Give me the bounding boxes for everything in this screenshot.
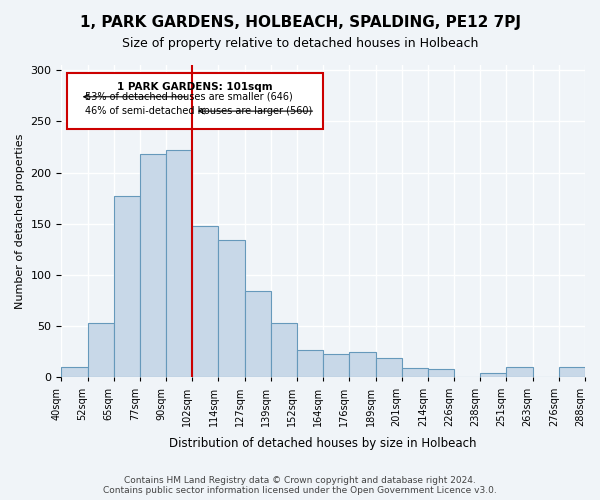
Text: 53% of detached houses are smaller (646): 53% of detached houses are smaller (646) [85,92,293,102]
Bar [349,352,376,378]
Bar [323,354,349,378]
Bar [140,154,166,378]
Bar [428,370,454,378]
X-axis label: Distribution of detached houses by size in Holbeach: Distribution of detached houses by size … [169,437,477,450]
Text: 1, PARK GARDENS, HOLBEACH, SPALDING, PE12 7PJ: 1, PARK GARDENS, HOLBEACH, SPALDING, PE1… [79,15,521,30]
Bar [376,358,402,378]
Bar [506,367,533,378]
Bar [297,350,323,378]
Text: 1 PARK GARDENS: 101sqm: 1 PARK GARDENS: 101sqm [117,82,273,92]
Text: 46% of semi-detached houses are larger (560): 46% of semi-detached houses are larger (… [85,106,312,116]
Y-axis label: Number of detached properties: Number of detached properties [15,134,25,309]
Bar [88,323,114,378]
Bar [480,374,506,378]
Text: Contains HM Land Registry data © Crown copyright and database right 2024.
Contai: Contains HM Land Registry data © Crown c… [103,476,497,495]
Bar [245,292,271,378]
Bar [402,368,428,378]
Bar [559,367,585,378]
Bar [114,196,140,378]
FancyBboxPatch shape [67,73,323,128]
Bar [61,367,88,378]
Bar [271,323,297,378]
Text: Size of property relative to detached houses in Holbeach: Size of property relative to detached ho… [122,38,478,51]
Bar [193,226,218,378]
Bar [166,150,193,378]
Bar [218,240,245,378]
